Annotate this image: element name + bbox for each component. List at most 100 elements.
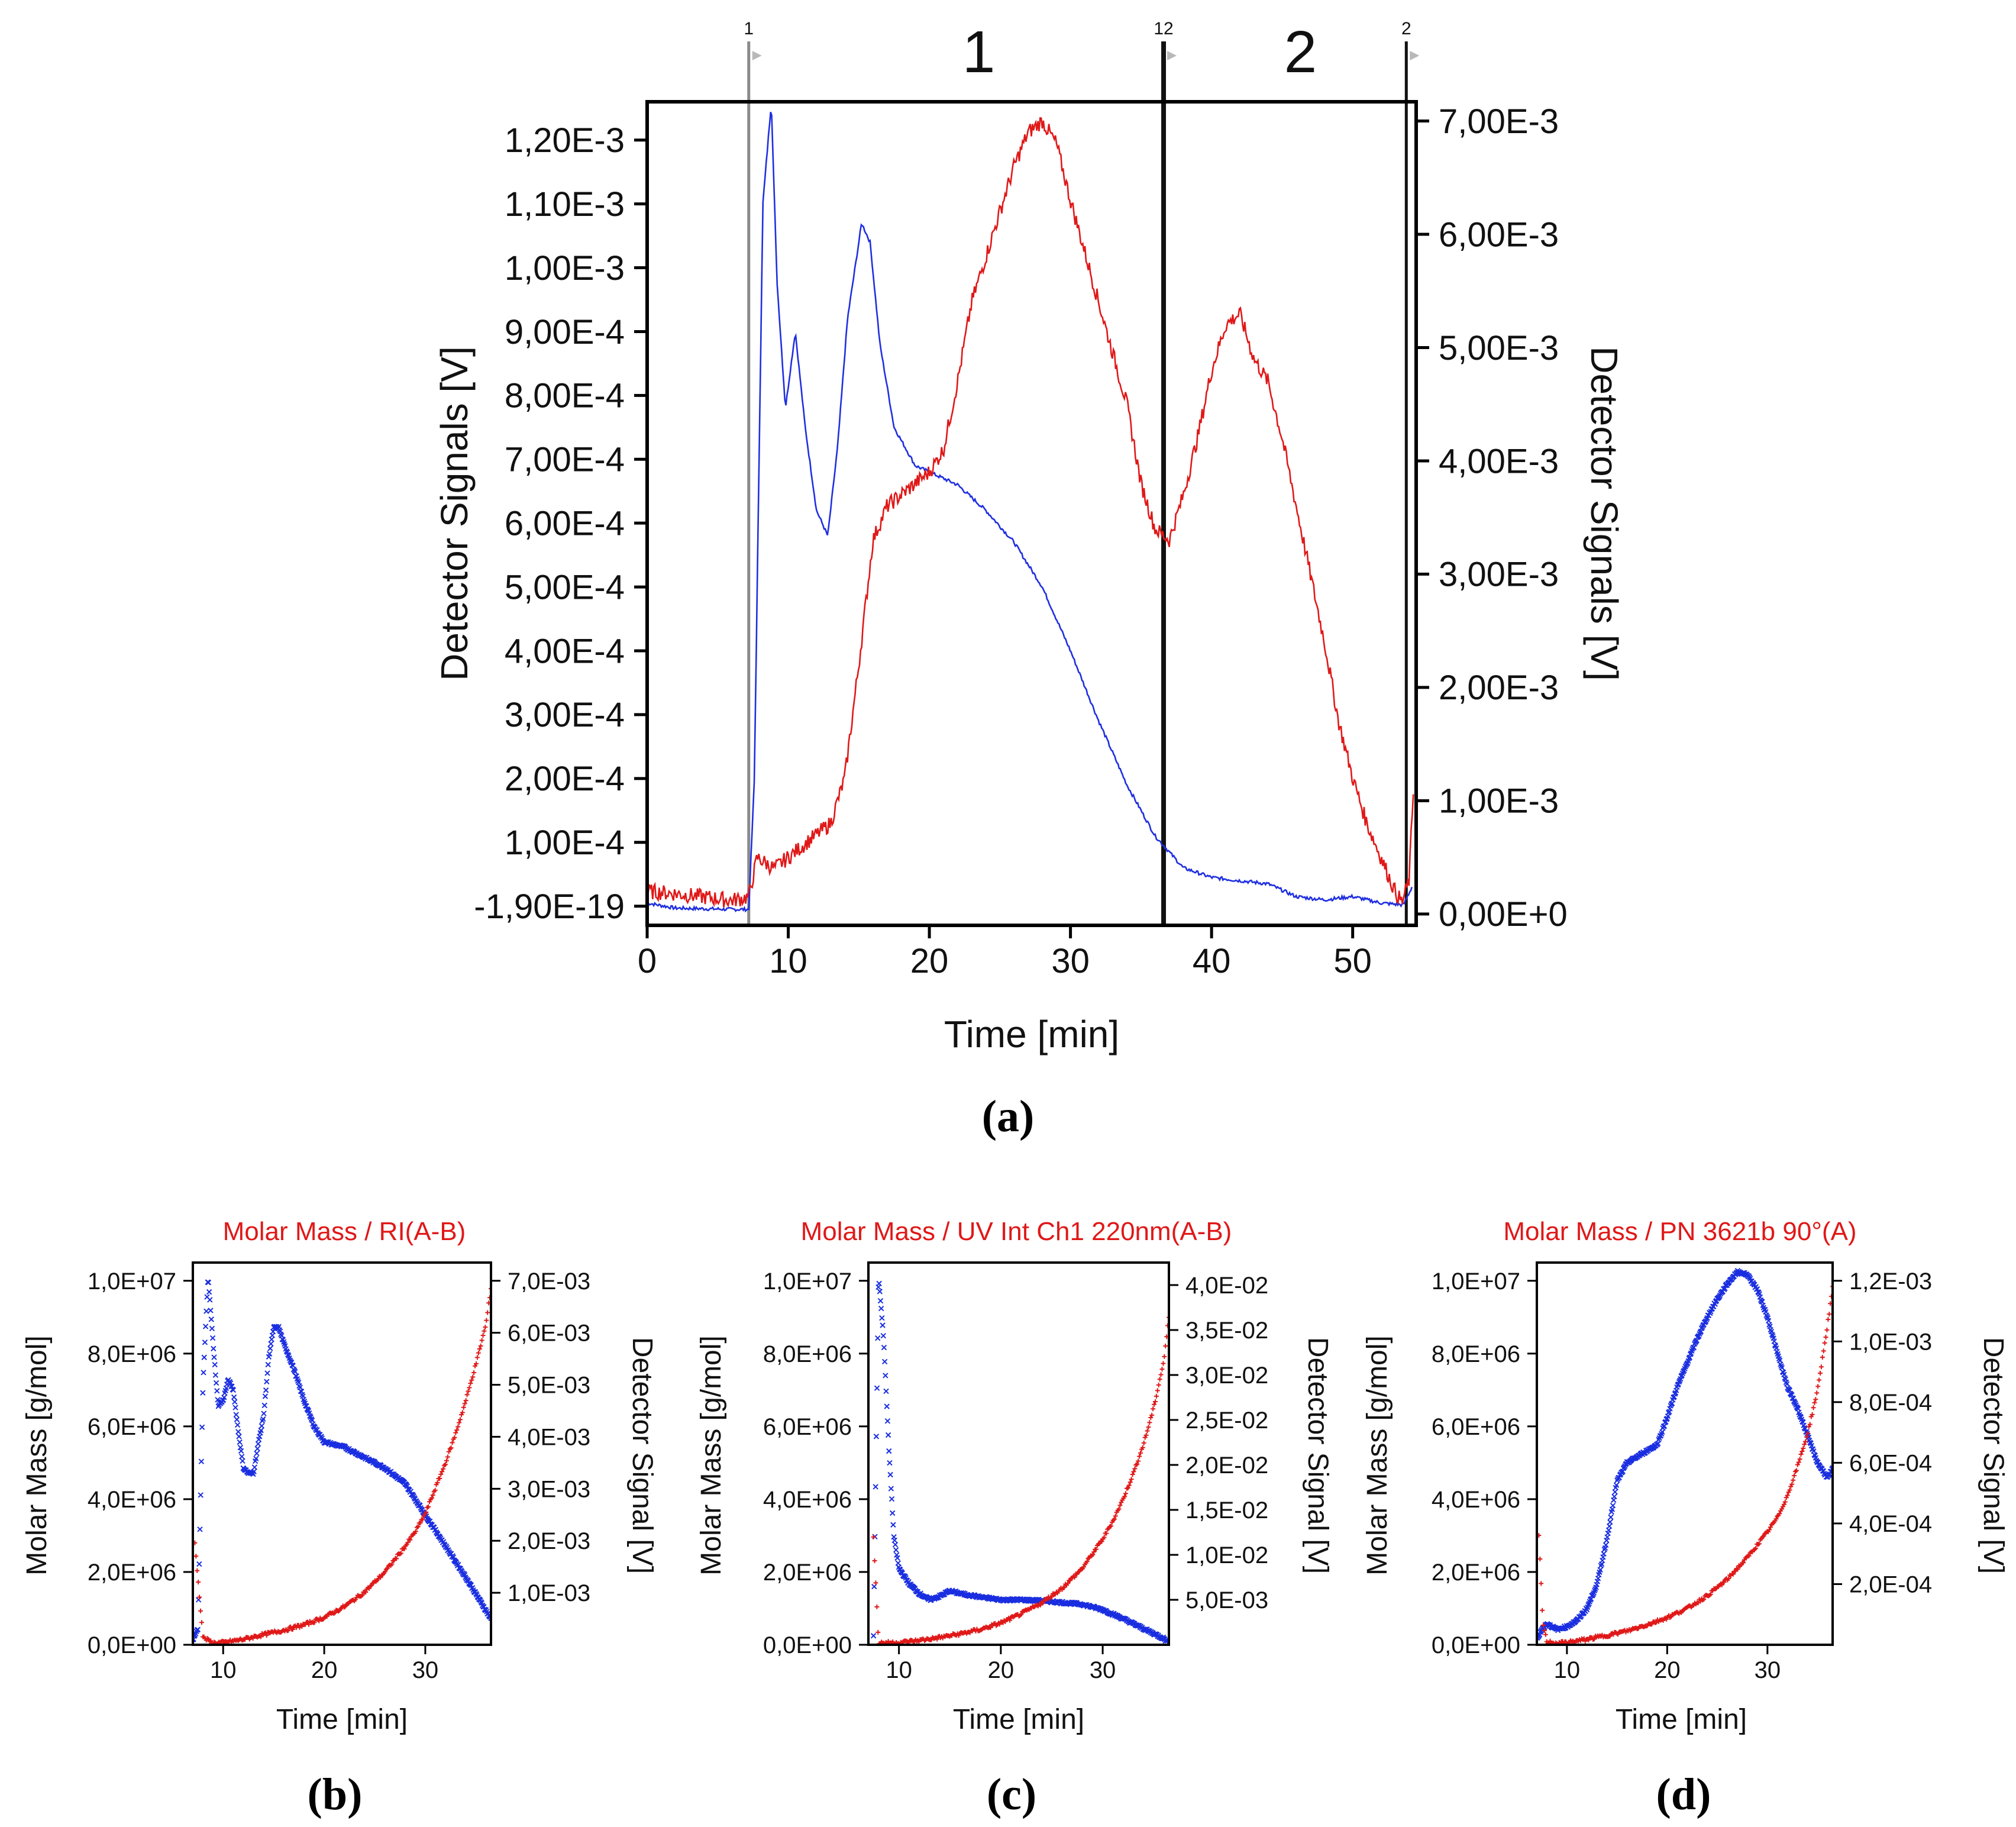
b-point [363,1590,369,1595]
c-point [1136,1458,1141,1464]
d-point [1794,1468,1799,1473]
b-point [197,1526,203,1532]
b-point [254,1450,260,1457]
panel-a-label: (a) [982,1092,1035,1141]
b-point [477,1346,482,1351]
d-point [1826,1317,1831,1322]
b-point [201,1370,206,1376]
b-y-right-tick-label: 3,0E-03 [508,1476,590,1502]
b-point [193,1554,199,1559]
a-y-right-tick-label: 5,00E-3 [1439,329,1559,367]
c-point [1151,1406,1156,1412]
d-point [1607,1519,1613,1525]
c-point [880,1322,886,1328]
b-point [253,1455,259,1461]
d-point [1823,1335,1828,1340]
d-point [1817,1370,1823,1376]
d-point [1798,1452,1804,1457]
c-point [873,1484,878,1490]
d-point [1726,1576,1731,1581]
d-point [1796,1460,1801,1465]
c-series-detector-signal-points [870,1280,1169,1645]
b-point [292,1368,298,1375]
c-point [988,1625,993,1630]
b-point [474,1355,480,1360]
b-y-left-tick-label: 1,0E+07 [88,1268,176,1295]
marker-handle-icon [752,51,762,60]
d-point [1721,1580,1727,1585]
marker-handle-icon [1167,51,1177,60]
c-point [888,1486,894,1492]
d-point [1768,1525,1773,1530]
b-y-left-tick-label: 2,0E+06 [88,1560,176,1586]
d-point [1700,1324,1705,1330]
c-point [1145,1428,1150,1434]
b-point [233,1412,239,1418]
b-point [463,1398,469,1403]
b-point [201,1354,207,1360]
b-point [420,1517,425,1522]
b-y-right-tick-label: 2,0E-03 [508,1528,590,1554]
c-point [1112,1516,1117,1522]
c-series-molar-mass-points [871,1315,1169,1645]
b-y-right-tick-label: 4,0E-03 [508,1424,590,1450]
b-point [415,1524,421,1529]
b-point [332,1610,338,1615]
d-point [1608,1514,1614,1521]
d-point [1805,1431,1810,1436]
c-point [1126,1483,1132,1488]
marker-handle-icon [1410,51,1420,60]
b-point [264,1633,269,1638]
b-point [448,1445,454,1451]
b-point [207,1297,213,1303]
c-point [1101,1535,1107,1540]
c-point [872,1558,877,1563]
b-point [230,1387,237,1393]
b-point [413,1498,419,1504]
d-y-left-tick-label: 1,0E+07 [1432,1268,1520,1295]
c-point [885,1432,891,1438]
d-point [1827,1312,1832,1317]
a-y-left-tick-label: 8,00E-4 [505,377,625,415]
d-y-left-tick-label: 8,0E+06 [1432,1341,1520,1367]
c-point [1148,1415,1154,1421]
a-y-right-tick-label: 7,00E-3 [1439,102,1559,141]
c-y-right-tick-label: 1,0E-02 [1185,1542,1268,1568]
region-label: 2 [1284,19,1317,85]
c-point [895,1560,901,1566]
c-point [883,1388,889,1395]
d-point [1606,1523,1613,1529]
d-x-tick-label: 10 [1554,1657,1581,1683]
c-point [881,1344,887,1351]
d-y-left-tick-label: 0,0E+00 [1432,1632,1520,1658]
b-point [232,1405,238,1410]
c-point [1109,1523,1114,1529]
d-point [1547,1638,1553,1644]
c-point [1164,1638,1169,1644]
c-point [1154,1393,1159,1399]
d-point [1539,1581,1544,1586]
c-point [889,1496,895,1502]
a-y-left-tick-label: 5,00E-4 [505,568,625,606]
panel-a-series [647,111,1414,913]
c-point [1104,1531,1109,1536]
d-point [1813,1397,1818,1402]
c-y-left-tick-label: 6,0E+06 [763,1414,852,1440]
d-point [1735,1567,1740,1572]
b-point [262,1393,269,1399]
b-point [212,1361,218,1368]
b-y-left-tick-label: 4,0E+06 [88,1487,176,1513]
c-point [1138,1450,1143,1455]
b-point [398,1551,403,1556]
b-point [263,1387,269,1393]
b-point [394,1556,399,1561]
c-point [873,1580,878,1586]
b-point [198,1492,203,1498]
b-y-left-tick-label: 8,0E+06 [88,1341,176,1367]
d-point [1830,1465,1833,1471]
c-point [1131,1469,1136,1474]
b-point [446,1449,451,1454]
a-x-tick-label: 0 [638,942,657,980]
b-y-left-tick-label: 6,0E+06 [88,1414,176,1440]
b-point [197,1594,202,1600]
